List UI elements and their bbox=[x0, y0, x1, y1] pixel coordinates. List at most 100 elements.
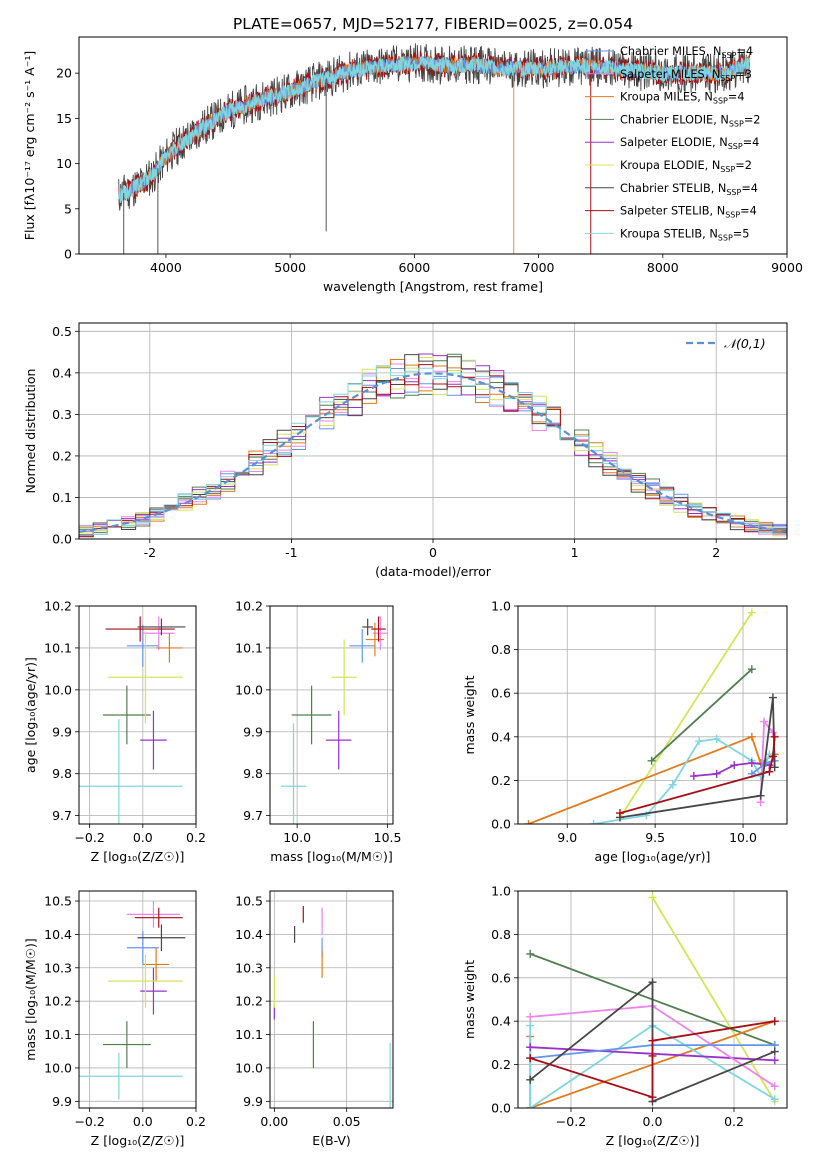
series-chabrier-stelib bbox=[615, 693, 779, 822]
x-tick-label: 9.0 bbox=[557, 830, 577, 845]
errorbar-kroupa-miles bbox=[156, 633, 183, 663]
axes-mass-vs-ebv: 0.00 0.05 9.9 10.0 10.1 10.2 10.3 10.4 10.5 E(B-V… bbox=[235, 890, 394, 1148]
legend-label-main: Salpeter ELODIE, N bbox=[620, 136, 728, 149]
axes-mass-vs-Z: −0.2 0.0 0.2 9.9 10.0 10.1 10.2 10.3 10.4 10.5 Z [… bbox=[23, 890, 206, 1148]
legend-label-main: Chabrier STELIB, N bbox=[620, 182, 726, 195]
axes-residuals: -2 -1 0 1 2 0.0 0.1 0.2 0.3 0.4 0.5 (data-model)/er… bbox=[23, 322, 788, 579]
y-axis-label: mass weight bbox=[462, 960, 477, 1039]
series-marker bbox=[695, 737, 704, 746]
series-marker bbox=[770, 1082, 779, 1091]
y-tick-label: 0.2 bbox=[491, 1057, 511, 1072]
x-tick-label: -2 bbox=[144, 545, 156, 560]
series-marker bbox=[770, 763, 779, 772]
grid-weight-vs-age bbox=[518, 606, 787, 824]
series-marker bbox=[668, 780, 677, 789]
legend-label-salpeter-miles: Salpeter MILES, NSSP=3 bbox=[620, 68, 752, 83]
series-marker bbox=[526, 1012, 535, 1021]
errorbar-kroupa-elodie bbox=[108, 954, 183, 1008]
x-axis-label: wavelength [Angstrom, rest frame] bbox=[323, 279, 543, 294]
y-tick-label: 0.2 bbox=[52, 448, 72, 463]
y-tick-label: 10.4 bbox=[235, 927, 263, 942]
axes-spectrum: 4000 5000 6000 7000 8000 9000 0 5 10 15 20 waveleng… bbox=[22, 36, 803, 294]
ticks-spectrum: 4000 5000 6000 7000 8000 9000 0 5 10 15 20 bbox=[56, 66, 803, 275]
y-tick-label: 0.8 bbox=[491, 927, 511, 942]
plot-area-mass-vs-ebv bbox=[270, 891, 393, 1108]
x-tick-label: 8000 bbox=[647, 260, 679, 275]
legend-label-chabrier-elodie: Chabrier ELODIE, NSSP=2 bbox=[620, 113, 760, 128]
series-marker bbox=[770, 732, 779, 741]
plot-area-residuals bbox=[79, 323, 787, 539]
legend-label-kroupa-elodie: Kroupa ELODIE, NSSP=2 bbox=[620, 159, 752, 174]
series-marker bbox=[768, 693, 777, 702]
legend-label-eq: =4 bbox=[741, 182, 758, 195]
y-tick-label: 10.0 bbox=[44, 1060, 72, 1075]
histogram-salpeter-elodie bbox=[79, 353, 787, 532]
errorbar-kroupa-stelib bbox=[79, 1052, 183, 1100]
y-tick-label: 0 bbox=[64, 247, 72, 262]
legend-label-main: Kroupa MILES, N bbox=[620, 91, 713, 104]
figure-title: PLATE=0657, MJD=52177, FIBERID=0025, z=0… bbox=[233, 15, 633, 33]
errorbar-kroupa-elodie bbox=[108, 631, 183, 724]
errorbar-salpeter-stelib bbox=[134, 907, 183, 928]
y-tick-label: 0.2 bbox=[491, 773, 511, 788]
legend-label-main: Kroupa ELODIE, N bbox=[620, 159, 720, 172]
y-tick-label: 10.0 bbox=[235, 1060, 263, 1075]
y-tick-label: 10 bbox=[56, 156, 72, 171]
errorbar-salpeter-elodie bbox=[140, 967, 167, 1015]
legend-label-sub: SSP bbox=[725, 211, 740, 220]
axes-frame bbox=[517, 605, 788, 825]
legend-label-eq: =2 bbox=[744, 113, 761, 126]
series-marker bbox=[760, 717, 769, 726]
series-line bbox=[619, 612, 753, 818]
series-marker bbox=[526, 1054, 535, 1063]
ticks-weight-vs-age: 9.0 9.5 10.0 0.0 0.2 0.4 0.6 0.8 1.0 bbox=[491, 599, 757, 846]
y-tick-label: 0.4 bbox=[52, 365, 72, 380]
series-line bbox=[619, 736, 776, 814]
y-tick-label: 0.8 bbox=[491, 642, 511, 657]
x-tick-label: 2 bbox=[712, 545, 720, 560]
y-tick-label: 0.3 bbox=[52, 407, 72, 422]
errorbar-chabrier-elodie bbox=[102, 685, 151, 745]
series-marker bbox=[648, 893, 657, 902]
legend-label-eq: =4 bbox=[736, 45, 753, 58]
series-salpeter-stelib bbox=[615, 732, 779, 818]
legend-label-kroupa-miles: Kroupa MILES, NSSP=4 bbox=[620, 91, 745, 106]
x-axis-label: mass [log₁₀(M/M☉)] bbox=[270, 849, 392, 864]
y-tick-label: 10.4 bbox=[44, 927, 72, 942]
axes-age-vs-Z: −0.2 0.0 0.2 9.7 9.8 9.9 10.0 10.1 10.2 Z [log₁₀(… bbox=[23, 599, 206, 865]
series-marker bbox=[747, 665, 756, 674]
y-tick-label: 0.0 bbox=[491, 1101, 511, 1116]
series-salpeter-elodie bbox=[689, 758, 774, 781]
series-marker bbox=[648, 1093, 657, 1102]
y-tick-label: 0.0 bbox=[491, 817, 511, 832]
series-line bbox=[650, 668, 753, 762]
axes-weight-vs-age: 9.0 9.5 10.0 0.0 0.2 0.4 0.6 0.8 1.0 age [log₁₀(a… bbox=[462, 599, 788, 864]
series-salpeter-stelib bbox=[526, 1017, 779, 1102]
series-marker bbox=[524, 820, 533, 824]
x-tick-label: 10.0 bbox=[729, 830, 757, 845]
series-marker bbox=[648, 1036, 657, 1045]
plot-area-weight-vs-Z bbox=[518, 891, 787, 1108]
y-axis-label: Flux [fλ10⁻¹⁷ erg cm⁻² s⁻¹ A⁻¹] bbox=[22, 51, 37, 240]
series-marker bbox=[647, 756, 656, 765]
legend-label-sub: SSP bbox=[721, 51, 736, 60]
y-tick-label: 0.4 bbox=[491, 729, 511, 744]
legend-label-sub: SSP bbox=[713, 97, 728, 106]
legend-label-chabrier-miles: Chabrier MILES, NSSP=4 bbox=[620, 45, 753, 60]
normal-curve bbox=[79, 372, 787, 533]
series-kroupa-stelib bbox=[589, 734, 774, 824]
ticks-mass-vs-Z: −0.2 0.0 0.2 9.9 10.0 10.1 10.2 10.3 10.4 10.5 bbox=[44, 894, 206, 1129]
series-marker bbox=[526, 1021, 535, 1030]
y-tick-label: 10.2 bbox=[235, 599, 263, 614]
x-axis-label: E(B-V) bbox=[312, 1133, 351, 1148]
x-axis-label: Z [log₁₀(Z/Z☉)] bbox=[91, 849, 185, 864]
legend-label-eq: =3 bbox=[735, 68, 752, 81]
y-tick-label: 0.1 bbox=[52, 490, 72, 505]
x-tick-label: 9.5 bbox=[645, 830, 665, 845]
series-marker bbox=[526, 1043, 535, 1052]
y-tick-label: 20 bbox=[56, 66, 72, 81]
series-line bbox=[619, 697, 776, 819]
histogram-kroupa-stelib bbox=[79, 365, 787, 535]
legend-label-chabrier-stelib: Chabrier STELIB, NSSP=4 bbox=[620, 182, 758, 197]
y-axis-label: Normed distribution bbox=[23, 369, 38, 494]
